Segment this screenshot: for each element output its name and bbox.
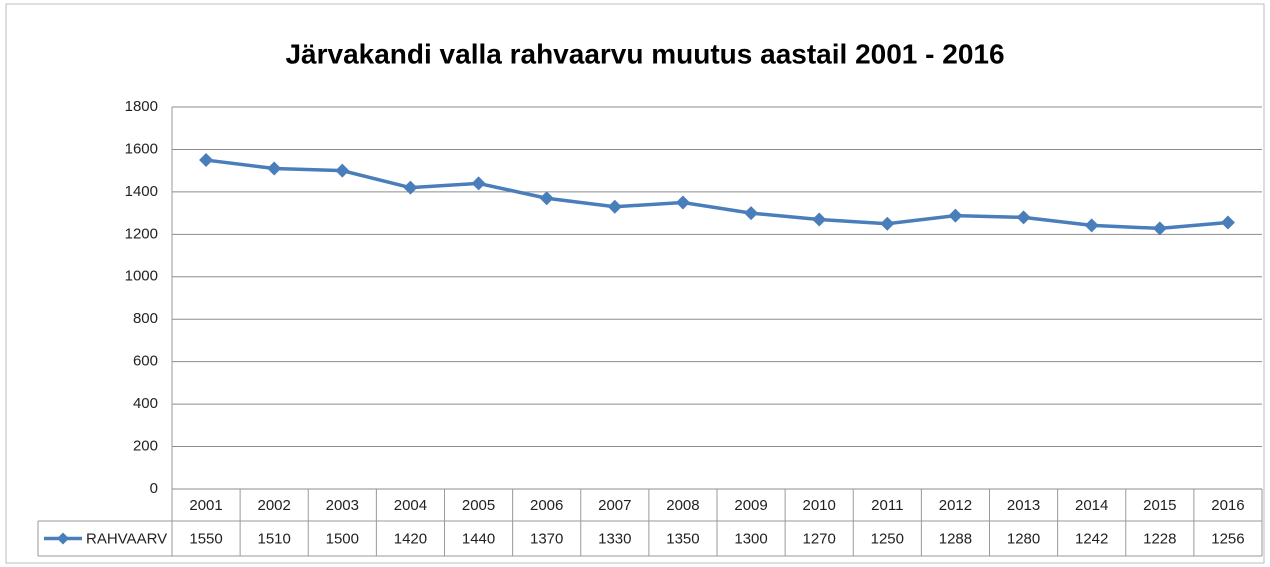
table-value: 1250 [871,530,904,547]
x-tick-label: 2015 [1143,497,1176,514]
table-value: 1500 [326,530,359,547]
y-tick-label: 1200 [125,225,158,242]
table-value: 1242 [1075,530,1108,547]
table-value: 1510 [258,530,291,547]
table-value: 1370 [530,530,563,547]
x-tick-label: 2001 [189,497,222,514]
chart-frame [5,3,1265,564]
x-tick-label: 2010 [803,497,836,514]
table-value: 1270 [803,530,836,547]
x-tick-label: 2008 [666,497,699,514]
point-marker [199,153,214,168]
table-value: 1550 [189,530,222,547]
point-marker [335,163,350,178]
point-marker [471,176,486,191]
y-tick-label: 800 [133,310,158,327]
x-tick-label: 2012 [939,497,972,514]
point-marker [1220,215,1235,230]
x-tick-label: 2007 [598,497,631,514]
y-tick-label: 1400 [125,183,158,200]
x-tick-label: 2003 [326,497,359,514]
point-marker [880,216,895,231]
point-marker [812,212,827,227]
x-tick-label: 2005 [462,497,495,514]
table-value: 1420 [394,530,427,547]
point-marker [403,180,418,195]
x-tick-label: 2004 [394,497,427,514]
y-tick-label: 600 [133,353,158,370]
table-value: 1330 [598,530,631,547]
y-tick-label: 1600 [125,140,158,157]
table-value: 1440 [462,530,495,547]
table-value: 1300 [734,530,767,547]
y-tick-label: 400 [133,395,158,412]
series-line [205,158,1229,231]
y-tick-label: 200 [133,438,158,455]
y-tick-label: 1000 [125,268,158,285]
x-tick-label: 2016 [1211,497,1244,514]
table-value: 1350 [666,530,699,547]
point-marker [744,206,759,221]
chart-title: Järvakandi valla rahvaarvu muutus aastai… [285,38,1004,69]
point-marker [1016,210,1031,225]
point-marker [1084,218,1099,233]
table-value: 1280 [1007,530,1040,547]
point-marker [539,191,554,206]
table-value: 1256 [1211,530,1244,547]
x-tick-label: 2014 [1075,497,1108,514]
x-tick-label: 2013 [1007,497,1040,514]
table-value: 1228 [1143,530,1176,547]
y-tick-label: 0 [150,480,158,497]
legend-label: RAHVAARV [86,530,167,547]
point-marker [607,199,622,214]
table-value: 1288 [939,530,972,547]
y-tick-label: 1800 [125,98,158,115]
point-marker [267,161,282,176]
point-marker [948,208,963,223]
point-marker [1152,221,1167,236]
point-marker [675,195,690,210]
x-tick-label: 2011 [871,497,903,514]
x-tick-label: 2002 [258,497,291,514]
x-tick-label: 2009 [734,497,767,514]
legend-marker [57,532,69,545]
x-tick-label: 2006 [530,497,563,514]
